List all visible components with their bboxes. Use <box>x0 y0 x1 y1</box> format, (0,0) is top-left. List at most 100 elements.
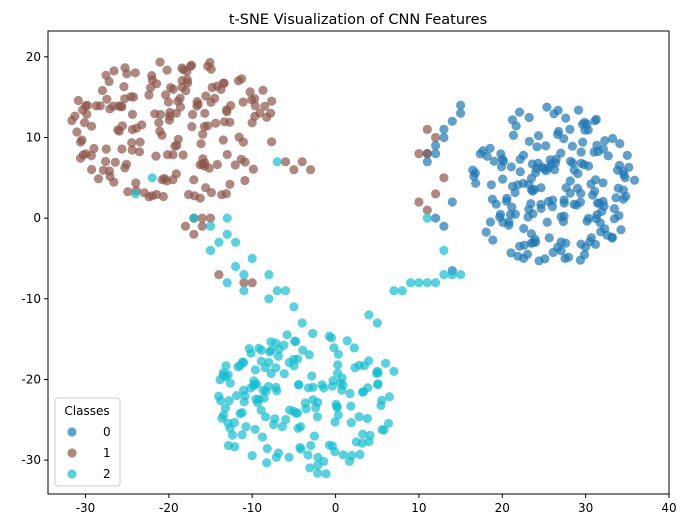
data-point <box>507 202 517 212</box>
series-2 <box>130 157 466 479</box>
data-point <box>245 87 255 97</box>
data-point <box>171 108 181 118</box>
data-point <box>506 248 516 258</box>
data-point <box>524 179 534 189</box>
data-point <box>109 66 119 76</box>
data-point <box>590 239 601 249</box>
data-point <box>578 137 588 147</box>
data-point <box>271 452 281 462</box>
data-point <box>505 209 515 220</box>
x-tick-label: 0 <box>332 501 340 515</box>
data-point <box>93 174 104 184</box>
data-point <box>583 213 594 223</box>
data-point <box>171 169 181 179</box>
data-point <box>272 286 282 296</box>
legend-label: 0 <box>103 425 111 439</box>
data-point <box>338 380 348 390</box>
data-point <box>312 412 322 422</box>
data-point <box>346 418 356 428</box>
data-point <box>206 188 216 198</box>
data-point <box>414 278 424 288</box>
data-point <box>439 270 449 280</box>
data-point <box>273 351 283 361</box>
data-point <box>212 159 222 170</box>
data-point <box>146 83 156 93</box>
legend-entries: 0 1 2 <box>67 425 111 481</box>
data-point <box>482 151 492 161</box>
data-point <box>573 169 583 179</box>
data-point <box>296 444 306 454</box>
x-tick-label: 10 <box>411 501 426 515</box>
data-point <box>221 361 231 371</box>
y-tick-label: -20 <box>21 372 41 386</box>
data-point <box>439 245 449 255</box>
data-point <box>576 147 586 157</box>
data-point <box>254 343 264 353</box>
data-point <box>507 115 518 125</box>
data-point <box>196 139 206 149</box>
data-point <box>362 413 372 424</box>
data-point <box>154 118 164 128</box>
data-point <box>211 118 221 128</box>
data-point <box>553 129 563 139</box>
data-point <box>422 278 432 288</box>
data-point <box>588 190 598 200</box>
data-point <box>519 240 530 250</box>
data-point <box>189 175 199 185</box>
data-point <box>609 214 620 224</box>
data-point <box>542 102 552 112</box>
data-point <box>297 318 307 328</box>
data-point <box>447 197 457 207</box>
data-point <box>389 286 399 296</box>
data-point <box>422 124 432 134</box>
data-point <box>534 256 544 266</box>
data-point <box>199 122 209 132</box>
data-point <box>600 136 610 146</box>
data-point <box>590 116 600 126</box>
data-point <box>536 199 546 209</box>
data-point <box>235 409 245 419</box>
data-point <box>422 157 432 167</box>
data-point <box>481 227 491 237</box>
data-point <box>338 450 348 460</box>
data-point <box>487 194 497 204</box>
data-point <box>293 354 303 364</box>
data-point <box>239 278 249 288</box>
data-point <box>281 414 291 425</box>
data-point <box>232 391 242 401</box>
data-point <box>342 336 352 346</box>
data-point <box>567 141 578 151</box>
data-point <box>313 468 323 478</box>
data-point <box>264 270 274 280</box>
data-point <box>80 118 90 128</box>
data-point <box>615 139 625 149</box>
data-point <box>258 385 268 395</box>
data-point <box>214 237 224 247</box>
data-point <box>573 105 584 115</box>
data-point <box>317 380 327 390</box>
data-point <box>607 232 617 242</box>
data-point <box>91 101 101 111</box>
data-point <box>304 350 314 360</box>
data-point <box>294 380 304 390</box>
data-point <box>611 193 621 203</box>
data-point <box>216 395 226 406</box>
data-point <box>397 286 407 296</box>
points-layer <box>67 57 640 479</box>
y-tick-label: 20 <box>26 50 41 64</box>
axes-frame <box>47 30 670 495</box>
data-point <box>222 278 232 288</box>
data-point <box>358 429 368 439</box>
data-point <box>162 65 172 75</box>
data-point <box>256 405 266 415</box>
data-point <box>110 157 120 167</box>
data-point <box>127 109 138 119</box>
data-point <box>515 154 525 164</box>
data-point <box>200 108 210 118</box>
data-point <box>345 388 355 399</box>
data-point <box>270 414 280 424</box>
data-point <box>172 140 182 151</box>
data-point <box>358 387 369 397</box>
data-point <box>539 164 550 174</box>
